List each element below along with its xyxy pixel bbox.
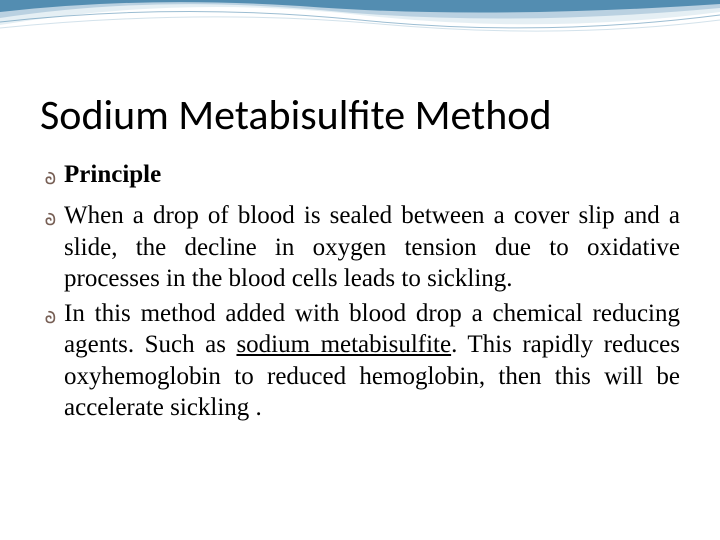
bullet-text: Principle [64, 159, 680, 190]
bullet-text: In this method added with blood drop a c… [64, 298, 680, 423]
bullet-paragraph-2: In this method added with blood drop a c… [40, 298, 680, 423]
underlined-term: sodium metabisulfite [236, 331, 451, 358]
bullet-text: When a drop of blood is sealed between a… [64, 200, 680, 294]
swirl-bullet-icon [40, 206, 58, 237]
bullet-principle: Principle [40, 159, 680, 196]
bullet-paragraph-1: When a drop of blood is sealed between a… [40, 200, 680, 294]
slide-content: Sodium Metabisulfite Method Principle Wh… [0, 0, 720, 457]
slide-title: Sodium Metabisulfite Method [40, 90, 680, 141]
swirl-bullet-icon [40, 165, 58, 196]
swirl-bullet-icon [40, 304, 58, 335]
